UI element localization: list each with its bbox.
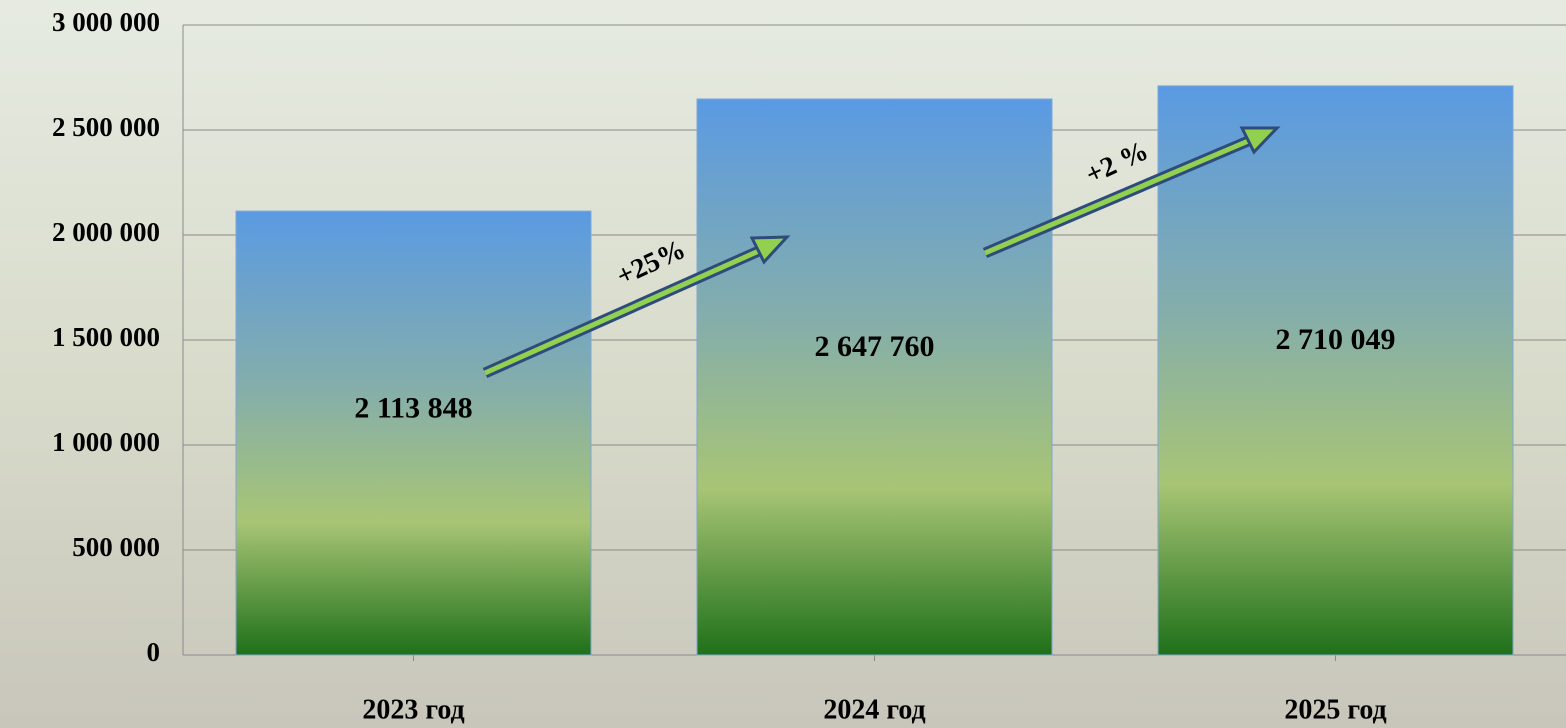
y-tick-label: 3 000 000 [52, 7, 160, 37]
arrow [483, 243, 772, 376]
arrows [482, 126, 1281, 379]
bars [235, 85, 1514, 656]
arrow-head [1239, 126, 1281, 155]
value-label: 2 647 760 [815, 330, 935, 363]
bar [1157, 85, 1514, 656]
arrow [984, 133, 1261, 256]
y-tick-label: 1 000 000 [52, 427, 160, 457]
y-tick-label: 2 500 000 [52, 112, 160, 142]
bar [235, 210, 592, 656]
x-tick-label: 2024 год [823, 694, 925, 725]
value-label: 2 113 848 [354, 392, 472, 425]
arrow-head [749, 235, 791, 265]
value-label: 2 710 049 [1276, 323, 1396, 356]
x-tick-label: 2025 год [1284, 694, 1386, 725]
y-tick-label: 2 000 000 [52, 217, 160, 247]
y-tick-label: 0 [147, 637, 161, 667]
x-tick-label: 2023 год [362, 694, 464, 725]
bar [696, 98, 1053, 656]
y-tick-label: 500 000 [72, 532, 160, 562]
y-tick-label: 1 500 000 [52, 322, 160, 352]
